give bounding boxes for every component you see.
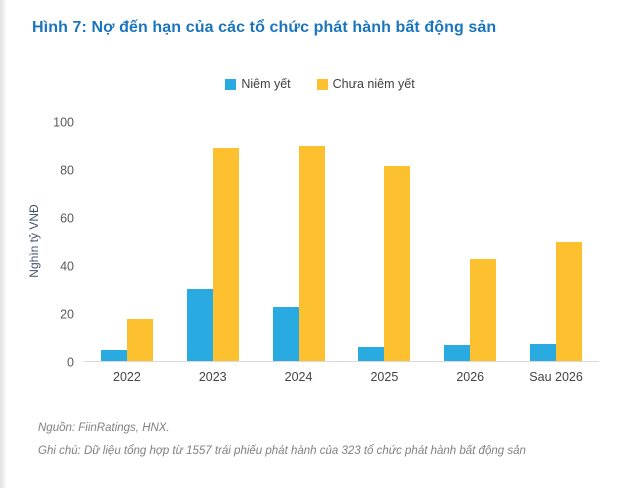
legend-item-listed: Niêm yết bbox=[225, 77, 291, 91]
x-tick-label: 2022 bbox=[113, 370, 141, 384]
bar-unlisted bbox=[298, 145, 325, 361]
bar-listed bbox=[530, 344, 557, 361]
bar-listed bbox=[358, 346, 385, 361]
x-tick-label: Sau 2026 bbox=[529, 370, 583, 384]
x-tick-label: 2023 bbox=[198, 370, 227, 384]
bar-unlisted bbox=[126, 319, 153, 361]
y-tick-label: 100 bbox=[53, 114, 74, 129]
bar-group bbox=[513, 122, 599, 361]
chart-footer: Nguồn: FiinRatings, HNX. Ghi chú: Dữ liệ… bbox=[38, 417, 618, 462]
x-tick-label: 2025 bbox=[370, 370, 399, 384]
source-note: Nguồn: FiinRatings, HNX. bbox=[38, 422, 170, 434]
y-tick-label: 0 bbox=[67, 354, 74, 369]
bar-listed bbox=[444, 345, 471, 361]
y-axis-title: Nghìn tỷ VNĐ bbox=[27, 204, 41, 278]
y-tick-label: 60 bbox=[60, 210, 74, 225]
chart-title: Hình 7: Nợ đến hạn của các tổ chức phát … bbox=[32, 19, 497, 36]
plot-area bbox=[84, 122, 599, 362]
legend-swatch-unlisted bbox=[316, 78, 328, 90]
y-axis-ticks: 0 20 40 60 80 100 bbox=[40, 116, 74, 368]
y-tick-label: 40 bbox=[60, 258, 74, 273]
bar-unlisted bbox=[384, 166, 411, 361]
legend-label-unlisted: Chưa niêm yết bbox=[332, 77, 415, 91]
y-tick-label: 80 bbox=[60, 162, 74, 177]
bar-unlisted bbox=[212, 148, 239, 361]
bar-unlisted bbox=[556, 241, 583, 361]
x-axis-labels: 2022 2023 2024 2025 2026 Sau 2026 bbox=[84, 370, 599, 384]
bar-listed bbox=[100, 350, 127, 361]
legend-label-listed: Niêm yết bbox=[241, 77, 291, 91]
x-tick-label: 2024 bbox=[284, 370, 313, 384]
bar-group bbox=[341, 122, 427, 361]
left-edge-shade bbox=[0, 0, 7, 488]
bar-group bbox=[84, 122, 170, 361]
bar-group bbox=[256, 122, 342, 361]
y-tick-label: 20 bbox=[60, 306, 74, 321]
bar-group bbox=[427, 122, 513, 361]
legend-item-unlisted: Chưa niêm yết bbox=[316, 77, 415, 91]
data-note: Ghi chú: Dữ liệu tổng hợp từ 1557 trái p… bbox=[38, 444, 526, 457]
x-tick-label: 2026 bbox=[456, 370, 485, 384]
bar-unlisted bbox=[470, 259, 497, 361]
bar-listed bbox=[272, 307, 299, 361]
bar-group bbox=[170, 122, 256, 361]
legend-swatch-listed bbox=[225, 78, 237, 90]
bar-listed bbox=[186, 289, 213, 361]
chart-legend: Niêm yết Chưa niêm yết bbox=[0, 77, 640, 91]
